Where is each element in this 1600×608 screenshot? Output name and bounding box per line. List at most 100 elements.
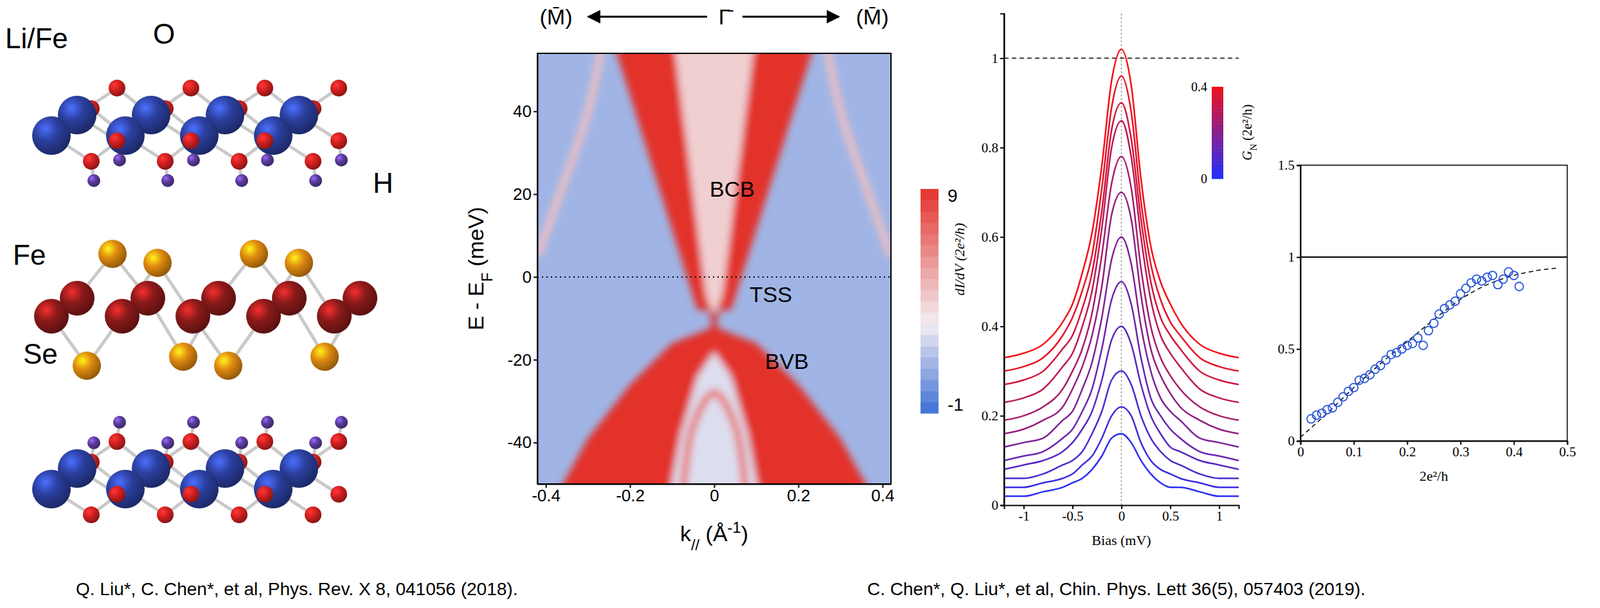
tick: -0.4 — [531, 484, 561, 506]
atom-label: Se — [23, 338, 58, 370]
atom — [260, 415, 274, 429]
atom — [187, 415, 200, 429]
colorbar-step — [1211, 145, 1224, 149]
atom — [179, 469, 219, 509]
band-line — [537, 53, 605, 257]
colorbar-step — [1211, 89, 1224, 94]
atom — [256, 485, 274, 503]
atom — [87, 436, 101, 450]
colorbar-step — [1211, 175, 1224, 179]
band-line — [684, 243, 744, 402]
tick: 1.5 — [1277, 157, 1301, 173]
data-point — [1488, 271, 1497, 280]
tick-label: 0 — [991, 497, 999, 513]
tick-mark — [533, 111, 538, 113]
data-point — [1429, 318, 1439, 328]
colorbar-tick-label: 9 — [947, 185, 958, 206]
atom — [32, 469, 71, 509]
colorbar-step — [1211, 138, 1224, 143]
colorbar-step — [1211, 166, 1224, 170]
tick: 0.5 — [1558, 440, 1576, 460]
colorbar-step — [920, 368, 939, 380]
tick-label: 0.4 — [1505, 444, 1523, 460]
axis-line — [1296, 165, 1302, 442]
curve — [1004, 281, 1239, 461]
colorbar-step — [920, 312, 939, 324]
text-part: F — [478, 272, 496, 283]
colorbar-step — [920, 402, 939, 414]
tick: 0.3 — [1452, 440, 1469, 460]
x-axis-title: k// (Å-1) — [680, 518, 749, 554]
spectral-weight — [537, 53, 891, 485]
data-point — [1515, 282, 1524, 291]
tick: 0 — [1288, 433, 1302, 449]
tick: 0.2 — [981, 408, 1005, 424]
colorbar: 9-1 — [920, 185, 964, 415]
fermi-level — [537, 276, 891, 278]
band-line — [684, 243, 744, 402]
data-point — [1403, 341, 1412, 350]
colorbar-step — [1211, 114, 1224, 118]
colorbar-step — [1211, 120, 1224, 124]
atom — [253, 469, 293, 509]
tick-label: 0 — [1288, 433, 1296, 449]
atom — [34, 298, 69, 334]
data-point — [1493, 280, 1503, 289]
band-line — [680, 392, 749, 485]
atom — [304, 152, 322, 170]
atom — [309, 436, 323, 450]
crystal-structure — [32, 79, 378, 524]
plot-area — [1004, 13, 1239, 506]
tick-label: 0.2 — [1398, 444, 1416, 460]
data-point — [1312, 410, 1321, 420]
tick-label: 0.3 — [1452, 444, 1469, 460]
y-axis-title: E - EF (meV) — [463, 206, 496, 331]
text-part: k — [680, 521, 692, 546]
atom-label: O — [152, 17, 175, 50]
atom — [108, 485, 126, 503]
atom — [310, 342, 339, 371]
tick: 0.1 — [1345, 440, 1363, 460]
colorbar-step — [1211, 123, 1224, 127]
curve — [1004, 49, 1239, 359]
zero-bias-line — [1121, 13, 1123, 506]
curve — [1004, 433, 1239, 497]
atom — [334, 415, 348, 429]
plot-frame — [1300, 165, 1568, 441]
tick-label: 0.1 — [1345, 444, 1363, 460]
atom — [187, 153, 200, 167]
tick-label: 0 — [1118, 508, 1126, 524]
atom — [179, 116, 219, 155]
tick-label: -0.4 — [531, 485, 561, 506]
tick: -20 — [507, 350, 538, 370]
atom — [330, 433, 348, 450]
atom — [256, 79, 274, 97]
citation: Q. Liu*, C. Chen*, et al, Phys. Rev. X 8… — [75, 579, 518, 600]
data-point — [1328, 403, 1337, 413]
tick: 0.2 — [1398, 440, 1416, 460]
colorbar-step — [920, 211, 939, 224]
tick-label: -20 — [507, 350, 532, 370]
atom — [309, 174, 323, 188]
band-region — [672, 53, 757, 310]
data-point — [1456, 289, 1466, 299]
atom — [108, 132, 126, 150]
atom — [106, 469, 145, 509]
tick: 0.4 — [871, 484, 895, 506]
data-point — [1322, 405, 1332, 414]
axis: -1-0.500.51 — [1004, 505, 1240, 524]
atom — [304, 506, 322, 524]
atom — [98, 239, 127, 269]
arrow — [588, 16, 708, 18]
tick: 1 — [1288, 249, 1302, 265]
tick-mark — [1296, 165, 1301, 167]
data-point — [1333, 397, 1343, 407]
tick-label: 0.5 — [1162, 508, 1179, 524]
atom — [330, 132, 348, 150]
data-point — [1355, 376, 1364, 385]
colorbar-step — [1211, 142, 1224, 146]
atom — [230, 506, 248, 524]
citation: C. Chen*, Q. Liu*, et al, Chin. Phys. Le… — [867, 579, 1366, 600]
tick: -0.5 — [1061, 505, 1084, 524]
tick: 0 — [1297, 440, 1305, 460]
